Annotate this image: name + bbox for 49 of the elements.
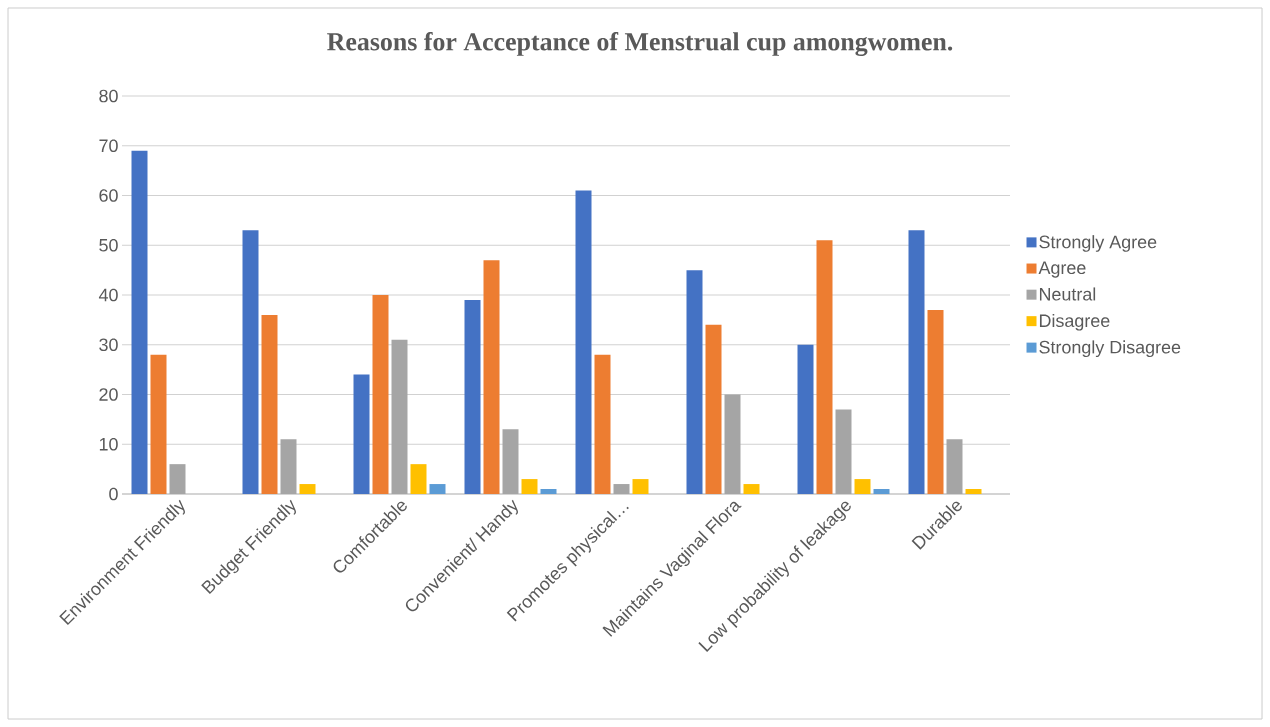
bar (521, 479, 538, 494)
bar (299, 484, 316, 494)
bar (261, 314, 278, 494)
chart-title: Reasons for Acceptance of Menstrual cup amongwomen. (327, 32, 953, 56)
bar (464, 299, 481, 494)
y-tick-label: 60 (99, 189, 118, 202)
bar (540, 489, 557, 494)
bar (965, 489, 982, 494)
bar (150, 354, 167, 494)
bar (835, 409, 852, 494)
bar (575, 190, 592, 494)
bar (705, 324, 722, 494)
bar (242, 230, 259, 494)
bar (131, 150, 148, 494)
bar (410, 464, 427, 494)
bar (429, 484, 446, 494)
bar (502, 429, 519, 494)
bar (927, 309, 944, 494)
bar (797, 344, 814, 494)
bar (632, 479, 649, 494)
y-tick-label: 80 (99, 89, 118, 103)
bar (816, 240, 833, 494)
bar (594, 354, 611, 494)
bar (686, 270, 703, 494)
y-tick-label: 10 (99, 437, 118, 451)
bar (372, 295, 389, 494)
y-tick-label: 20 (99, 388, 118, 401)
legend-label: Neutral (1039, 287, 1096, 301)
y-tick-label: 30 (99, 338, 118, 352)
y-tick-label: 40 (98, 288, 118, 302)
y-tick-label: 0 (109, 487, 118, 501)
bar (743, 484, 760, 494)
bar (873, 489, 890, 494)
legend-label: Agree (1038, 261, 1086, 278)
bar (353, 374, 370, 494)
bar (613, 484, 630, 494)
legend-label: Disagree (1039, 313, 1110, 331)
legend-label: Strongly Disagree (1039, 340, 1181, 358)
bar (908, 230, 925, 494)
legend-label: Strongly Agree (1039, 235, 1157, 252)
bar (854, 479, 871, 494)
bar (946, 439, 963, 494)
bar (391, 339, 408, 494)
bar (169, 464, 186, 494)
y-tick-label: 70 (99, 139, 118, 153)
y-tick-label: 50 (99, 238, 118, 252)
bar (483, 260, 500, 494)
bar (724, 394, 741, 494)
bar (280, 439, 297, 494)
